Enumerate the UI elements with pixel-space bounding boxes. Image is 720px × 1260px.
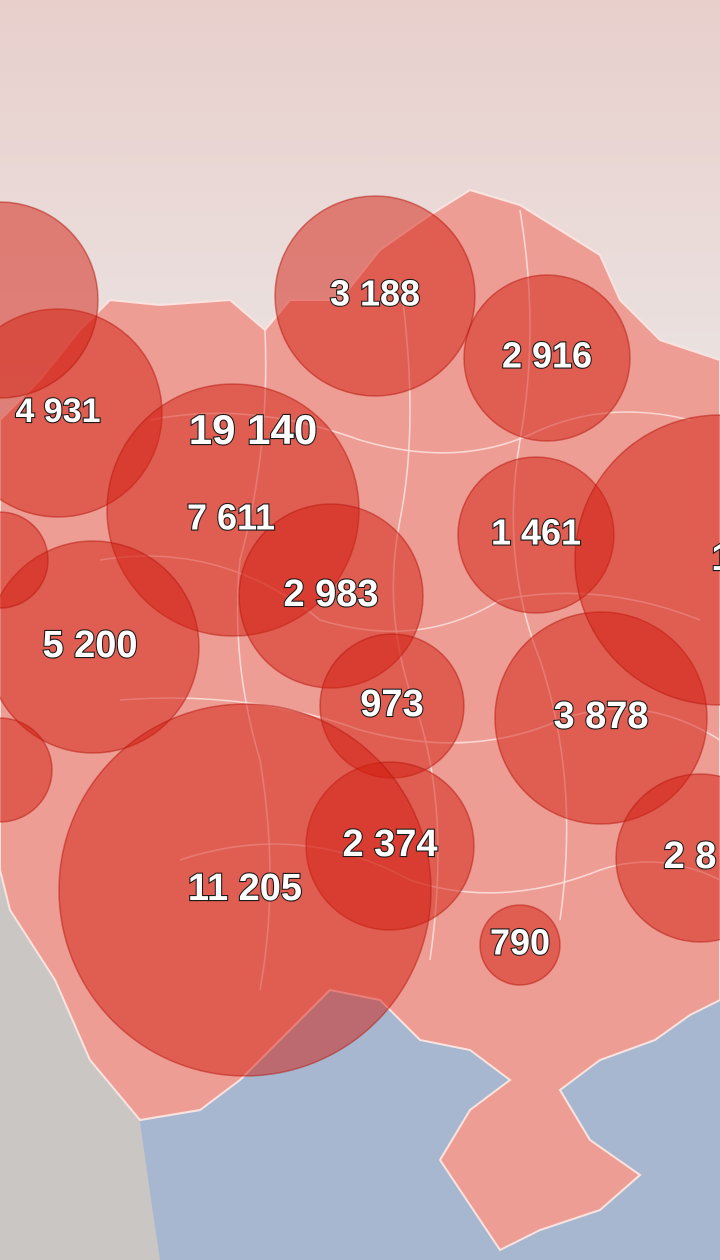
bubble-label-3: 3 188 [330,273,420,314]
bubble-label-4: 2 916 [502,335,592,376]
bubble-14 [574,414,720,706]
bubble-16 [0,511,49,609]
bubble-label-9: 3 878 [553,695,648,737]
bubble-label-1: 19 140 [189,406,317,453]
bubble-3 [274,195,476,397]
bubble-11 [58,703,432,1077]
bubble-12 [479,904,561,986]
bubble-label-2: 7 611 [187,497,275,538]
bubble-13 [615,773,720,943]
bubble-label-8: 973 [360,683,423,725]
bubble-label-7: 5 200 [42,624,137,666]
bubble-label-14: 1 [711,537,720,579]
bubble-4 [463,274,631,442]
bubble-7 [0,540,200,754]
bubble-label-0: 4 931 [15,392,100,430]
bubble-15 [0,201,99,399]
bubble-17 [0,717,53,823]
bubble-label-12: 790 [490,922,550,963]
bubble-label-6: 2 983 [283,573,378,615]
bubble-label-11: 11 205 [188,867,302,909]
bubble-label-13: 2 8 [664,835,717,877]
bubble-label-5: 1 461 [491,512,581,553]
case-bubbles: 4 931 19 140 7 611 3 188 2 916 1 461 2 983 5 20… [0,195,720,1077]
bubble-label-10: 2 374 [342,823,437,865]
